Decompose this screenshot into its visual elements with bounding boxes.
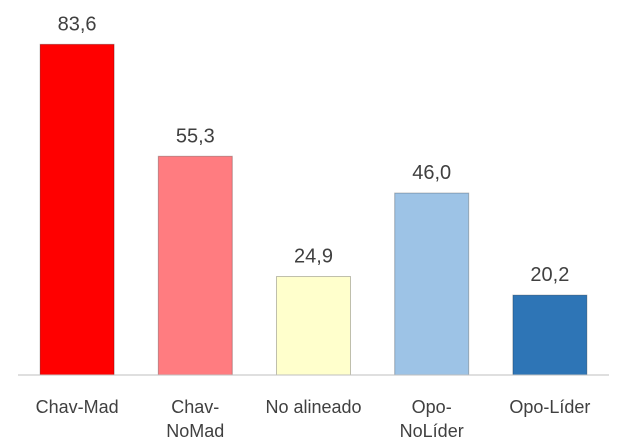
bar: [394, 192, 470, 376]
x-tick-label: No alineado: [265, 397, 362, 417]
value-label: 46,0: [412, 162, 451, 184]
x-tick-label: Chav-Mad: [35, 397, 119, 417]
value-label: 20,2: [530, 264, 569, 286]
bar: [512, 294, 588, 376]
value-label: 83,6: [58, 13, 97, 35]
value-label: 55,3: [176, 125, 215, 147]
x-tick-label: Opo- NoLíder: [399, 397, 464, 441]
bar: [276, 276, 351, 376]
bar: [157, 155, 233, 376]
x-tick-label: Chav- NoMad: [166, 397, 225, 441]
x-tick-label: Opo-Líder: [509, 397, 591, 417]
bar: [39, 43, 115, 376]
value-label: 24,9: [294, 246, 333, 268]
